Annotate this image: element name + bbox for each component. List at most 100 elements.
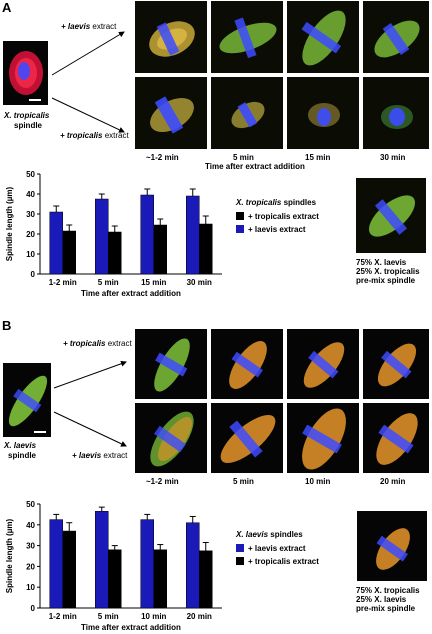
panel-b-legend-swatch-laevis bbox=[236, 544, 244, 552]
chart-b-bar-s1-c0 bbox=[62, 530, 76, 609]
panel-a-legend-title: X. tropicalis spindles bbox=[236, 198, 317, 207]
panel-b-arrows bbox=[53, 360, 127, 447]
chart-b-y-tick-label-1: 10 bbox=[26, 583, 35, 592]
chart-a-bar-s0-c3 bbox=[186, 195, 200, 275]
panel-b-laevis-micrograph-4 bbox=[362, 402, 430, 474]
panel-b-time-label-2: 5 min bbox=[233, 477, 254, 486]
chart-b-bar-s1-c2 bbox=[153, 549, 167, 609]
panel-a-premix-caption-3: pre-mix spindle bbox=[356, 276, 416, 285]
panel-a-time-label-3: 15 min bbox=[305, 153, 331, 162]
panel-b-legend-swatch-tropicalis bbox=[236, 557, 244, 565]
panel-b-laevis-micrograph-2 bbox=[210, 402, 284, 474]
chart-a-bar-s0-c0 bbox=[49, 211, 63, 275]
panel-a-laevis-micrograph-4 bbox=[362, 0, 430, 74]
chart-a-bar-s0-c1 bbox=[95, 198, 109, 275]
panel-a-legend-item-2: + laevis extract bbox=[248, 225, 306, 234]
panel-a-time-label-1: ~1-2 min bbox=[146, 153, 179, 162]
panel-a-tropicalis-micrograph-2 bbox=[210, 76, 284, 150]
panel-a-laevis-micrograph-2 bbox=[210, 0, 284, 74]
panel-b-bar-chart: 0 10 20 30 40 50 Spindle length (µm) 1-2 min 5 m… bbox=[5, 500, 222, 632]
scale-bar bbox=[34, 431, 46, 433]
chart-a-y-axis-label: Spindle length (µm) bbox=[5, 186, 14, 261]
panel-a-laevis-micrograph-3 bbox=[286, 0, 360, 74]
chart-a-x-axis-label: Time after extract addition bbox=[81, 289, 181, 298]
chart-a-y-tick-label-1: 10 bbox=[26, 250, 35, 259]
panel-b-arrow-bottom-label: + laevis extract bbox=[72, 451, 128, 460]
panel-b-premix-caption-1: 75% X. tropicalis bbox=[356, 586, 420, 595]
chart-a-x-tick-label-1: 5 min bbox=[98, 278, 119, 287]
chart-b-x-tick-label-1: 5 min bbox=[98, 612, 119, 621]
panel-a-tropicalis-micrograph-1 bbox=[134, 76, 208, 150]
chart-b-x-tick-label-3: 20 min bbox=[187, 612, 212, 621]
chart-a-bar-s1-c3 bbox=[199, 223, 213, 275]
panel-a-laevis-micrograph-1 bbox=[134, 0, 208, 74]
chart-a-y-tick-label-0: 0 bbox=[31, 270, 36, 279]
panel-a-time-label-4: 30 min bbox=[380, 153, 406, 162]
chart-b-y-tick-label-4: 40 bbox=[26, 521, 35, 530]
panel-b-tropicalis-micrograph-2 bbox=[210, 328, 284, 400]
chart-a-y-tick-label-2: 20 bbox=[26, 230, 35, 239]
chart-a-x-tick-label-0: 1-2 min bbox=[49, 278, 77, 287]
chart-b-bar-s0-c0 bbox=[49, 519, 63, 609]
chart-a-x-tick-label-2: 15 min bbox=[141, 278, 166, 287]
chart-b-bar-s1-c3 bbox=[199, 550, 213, 609]
panel-a-tropicalis-micrograph-3 bbox=[286, 76, 360, 150]
panel-a-bar-chart: 0 10 20 30 40 50 Spindle length (µm) 1-2 min 5 m… bbox=[5, 170, 222, 298]
panel-b-premix-micrograph bbox=[356, 510, 428, 582]
chart-b-x-tick-label-2: 10 min bbox=[141, 612, 166, 621]
chart-b-bar-s0-c3 bbox=[186, 522, 200, 609]
panel-b-legend-item-1: + laevis extract bbox=[248, 544, 306, 553]
panel-b-time-label-1: ~1-2 min bbox=[146, 477, 179, 486]
scale-bar bbox=[29, 99, 41, 101]
panel-b-time-label-3: 10 min bbox=[305, 477, 331, 486]
panel-a-tropicalis-micrograph-4 bbox=[362, 76, 430, 150]
chart-a-bar-s1-c0 bbox=[62, 230, 76, 275]
chart-a-y-tick-label-5: 50 bbox=[26, 170, 35, 179]
panel-a-letter: A bbox=[2, 0, 12, 15]
panel-b-source-label-species: X. laevis bbox=[4, 441, 37, 450]
chart-b-y-tick-label-0: 0 bbox=[31, 604, 36, 613]
chart-a-y-tick-label-4: 40 bbox=[26, 190, 35, 199]
panel-a-legend-item-1: + tropicalis extract bbox=[248, 212, 319, 221]
panel-b-tropicalis-micrograph-3 bbox=[286, 328, 360, 400]
panel-b-source-micrograph bbox=[2, 362, 52, 438]
panel-a-premix-caption-2: 25% X. tropicalis bbox=[356, 267, 420, 276]
chart-b-bar-s0-c1 bbox=[95, 511, 109, 609]
panel-a-source-label-species: X. tropicalis bbox=[4, 111, 50, 120]
chart-a-bar-s1-c2 bbox=[153, 224, 167, 275]
panel-b-tropicalis-micrograph-1 bbox=[134, 328, 208, 400]
panel-b-legend-title: X. laevis spindles bbox=[236, 530, 303, 539]
chart-b-y-tick-label-2: 20 bbox=[26, 562, 35, 571]
chart-b-x-tick-label-0: 1-2 min bbox=[49, 612, 77, 621]
chart-b-y-tick-label-5: 50 bbox=[26, 500, 35, 509]
panel-b-arrow-top-label: + tropicalis extract bbox=[63, 339, 132, 348]
chart-b-x-axis-label: Time after extract addition bbox=[81, 623, 181, 632]
panel-b-laevis-micrograph-3 bbox=[286, 402, 360, 474]
panel-a-legend-swatch-tropicalis bbox=[236, 212, 244, 220]
panel-a-arrow-top-label: + laevis extract bbox=[61, 22, 117, 31]
panel-b-source-label: spindle bbox=[8, 451, 37, 460]
panel-a-source-micrograph bbox=[2, 40, 49, 106]
chart-a-bar-s1-c1 bbox=[108, 231, 122, 275]
panel-b-premix-caption-3: pre-mix spindle bbox=[356, 604, 416, 613]
chart-b-bar-s1-c1 bbox=[108, 549, 122, 609]
panel-a-time-label-2: 5 min bbox=[233, 153, 254, 162]
chart-b-y-tick-label-3: 30 bbox=[26, 542, 35, 551]
panel-b-legend-item-2: + tropicalis extract bbox=[248, 557, 319, 566]
panel-a-time-axis-title: Time after extract addition bbox=[205, 162, 305, 171]
panel-a-legend-swatch-laevis bbox=[236, 225, 244, 233]
panel-b-time-label-4: 20 min bbox=[380, 477, 406, 486]
panel-a-source-label: spindle bbox=[14, 121, 43, 130]
chart-b-bar-s0-c2 bbox=[140, 519, 154, 609]
panel-b-premix-caption-2: 25% X. laevis bbox=[356, 595, 407, 604]
panel-b-letter: B bbox=[2, 318, 12, 333]
chart-b-y-axis-label: Spindle length (µm) bbox=[5, 518, 14, 593]
chart-a-x-tick-label-3: 30 min bbox=[187, 278, 212, 287]
chart-a-bar-s0-c2 bbox=[140, 194, 154, 275]
panel-b-tropicalis-micrograph-4 bbox=[362, 328, 430, 400]
panel-a-premix-caption-1: 75% X. laevis bbox=[356, 258, 407, 267]
chart-a-y-tick-label-3: 30 bbox=[26, 210, 35, 219]
panel-a-premix-micrograph bbox=[355, 177, 427, 254]
panel-a-arrows bbox=[51, 31, 125, 133]
panel-b-laevis-micrograph-1 bbox=[134, 402, 208, 474]
